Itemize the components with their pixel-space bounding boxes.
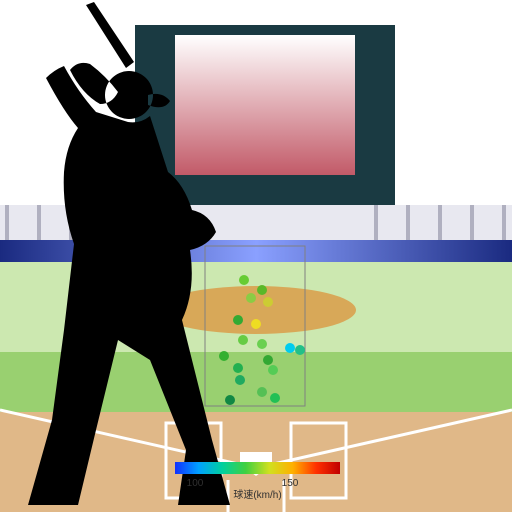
pitch-dot: [246, 293, 256, 303]
pitch-dot: [238, 335, 248, 345]
pitch-dot: [268, 365, 278, 375]
pitch-dot: [239, 275, 249, 285]
pitch-dot: [285, 343, 295, 353]
pitch-dot: [270, 393, 280, 403]
pitch-dot: [219, 351, 229, 361]
pitch-dot: [257, 387, 267, 397]
pitch-dot: [295, 345, 305, 355]
legend-tick: 150: [282, 478, 299, 489]
pitch-dot: [233, 363, 243, 373]
pitch-dot: [233, 315, 243, 325]
pitch-dot: [235, 375, 245, 385]
pitch-location-chart: 100 150球速(km/h): [0, 0, 512, 512]
pitch-dot: [263, 355, 273, 365]
pitch-dot: [263, 297, 273, 307]
pitch-dot: [225, 395, 235, 405]
scene-svg: 100 150球速(km/h): [0, 0, 512, 512]
pitch-dot: [251, 319, 261, 329]
pitch-dot: [257, 285, 267, 295]
legend-tick: 100: [187, 478, 204, 489]
pitch-dot: [257, 339, 267, 349]
legend-axis-label: 球速(km/h): [233, 488, 281, 501]
legend-bar: [175, 462, 340, 474]
